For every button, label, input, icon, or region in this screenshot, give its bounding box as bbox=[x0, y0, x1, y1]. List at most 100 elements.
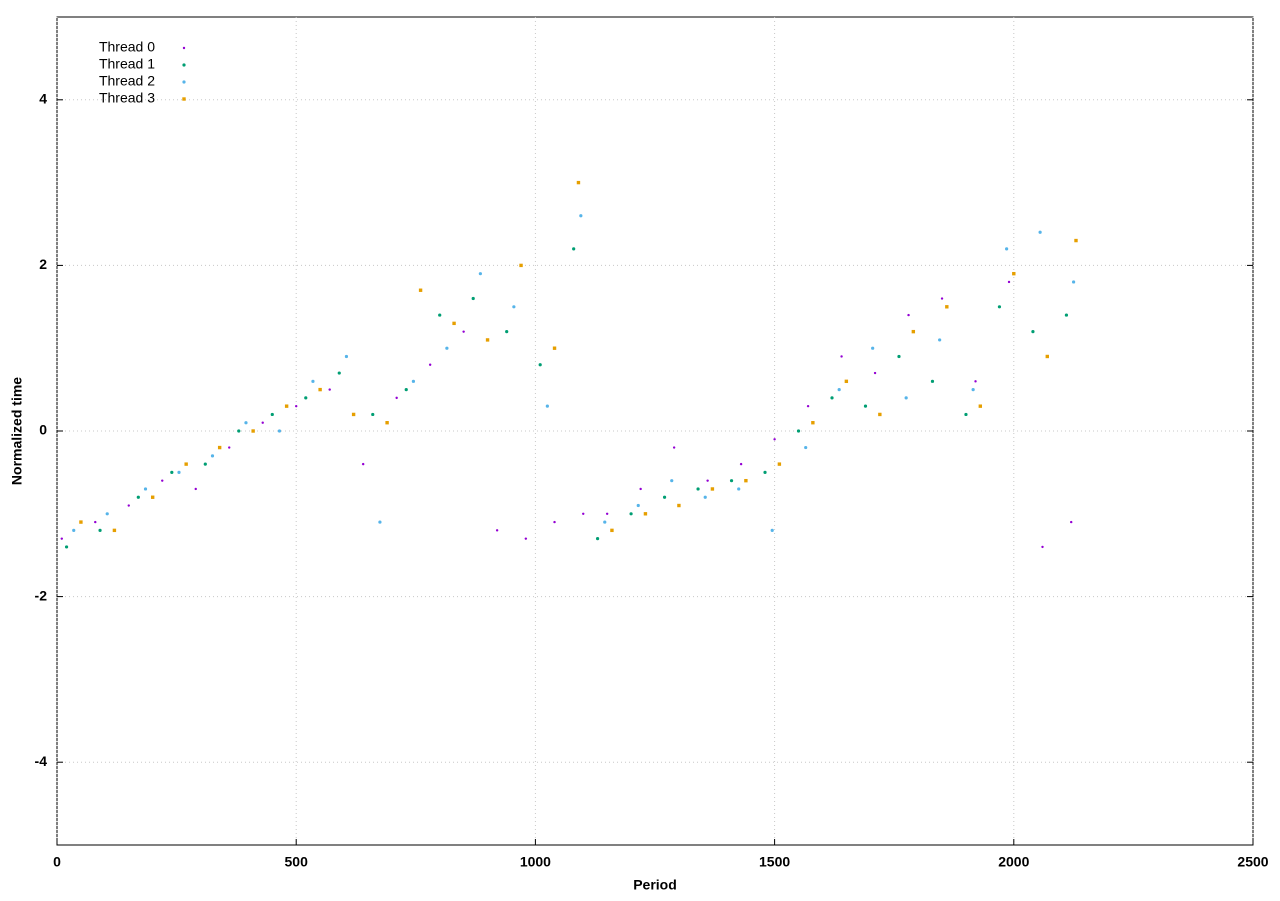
point bbox=[244, 421, 248, 425]
legend-label: Thread 3 bbox=[99, 90, 155, 106]
point bbox=[177, 470, 181, 474]
point bbox=[830, 396, 834, 400]
point bbox=[710, 487, 715, 491]
x-tick-label: 1500 bbox=[759, 854, 790, 870]
point bbox=[371, 412, 375, 417]
legend-marker bbox=[182, 46, 186, 50]
point bbox=[524, 537, 528, 540]
point bbox=[744, 478, 748, 483]
point bbox=[378, 520, 382, 524]
y-tick-label: 0 bbox=[39, 422, 47, 438]
y-tick-label: -4 bbox=[35, 753, 48, 769]
point bbox=[538, 363, 542, 367]
point bbox=[930, 379, 935, 383]
point bbox=[304, 396, 308, 400]
point bbox=[361, 462, 365, 466]
point bbox=[161, 479, 164, 482]
point bbox=[545, 404, 549, 408]
point bbox=[636, 503, 640, 508]
point bbox=[1072, 280, 1076, 284]
point bbox=[351, 412, 356, 417]
x-tick-label: 500 bbox=[285, 854, 309, 870]
point bbox=[552, 346, 557, 350]
point bbox=[1012, 271, 1016, 276]
y-tick-label: 2 bbox=[39, 256, 47, 272]
legend-label: Thread 0 bbox=[99, 39, 155, 55]
point bbox=[519, 263, 523, 268]
point bbox=[997, 305, 1002, 309]
point bbox=[871, 346, 875, 350]
point bbox=[1038, 230, 1042, 234]
point bbox=[974, 380, 977, 383]
point bbox=[344, 354, 349, 359]
point bbox=[311, 379, 315, 383]
point bbox=[911, 329, 916, 334]
point bbox=[210, 454, 215, 458]
point bbox=[251, 429, 255, 433]
legend-marker bbox=[182, 97, 186, 101]
point bbox=[237, 429, 241, 433]
point bbox=[940, 297, 944, 300]
point bbox=[1005, 247, 1009, 251]
point bbox=[428, 363, 432, 366]
point bbox=[217, 445, 222, 450]
point bbox=[1031, 330, 1035, 334]
point bbox=[438, 313, 442, 317]
point bbox=[938, 338, 942, 342]
point bbox=[495, 529, 499, 532]
point bbox=[203, 462, 207, 466]
legend-label: Thread 2 bbox=[99, 73, 155, 89]
point bbox=[576, 180, 581, 185]
point bbox=[639, 487, 642, 491]
point bbox=[452, 321, 456, 326]
x-tick-label: 1000 bbox=[520, 854, 551, 870]
point bbox=[662, 495, 667, 499]
x-axis-label: Period bbox=[633, 877, 677, 893]
point bbox=[277, 429, 282, 433]
point bbox=[318, 387, 322, 392]
point bbox=[677, 503, 681, 508]
point bbox=[672, 446, 676, 449]
point bbox=[840, 355, 843, 358]
legend-marker bbox=[182, 63, 186, 67]
point bbox=[629, 512, 633, 516]
point bbox=[445, 346, 449, 350]
point bbox=[595, 537, 600, 541]
legend-label: Thread 1 bbox=[99, 56, 155, 72]
point bbox=[904, 396, 908, 400]
point bbox=[777, 462, 782, 466]
point bbox=[485, 338, 490, 342]
legend-marker bbox=[182, 80, 186, 84]
point bbox=[739, 462, 743, 466]
y-axis-label: Normalized time bbox=[9, 377, 25, 485]
point bbox=[228, 446, 231, 449]
point bbox=[418, 288, 423, 292]
point bbox=[770, 528, 774, 532]
point bbox=[610, 528, 614, 533]
point bbox=[385, 421, 389, 425]
point bbox=[873, 371, 877, 375]
point bbox=[395, 396, 398, 400]
point bbox=[706, 479, 709, 482]
point bbox=[897, 354, 901, 359]
point bbox=[603, 520, 607, 524]
point bbox=[737, 487, 741, 491]
point bbox=[98, 528, 102, 532]
point bbox=[971, 388, 975, 392]
point bbox=[143, 487, 148, 491]
point bbox=[907, 313, 910, 317]
point bbox=[328, 388, 331, 391]
point bbox=[295, 404, 298, 408]
point bbox=[1070, 520, 1073, 524]
x-tick-label: 2500 bbox=[1237, 854, 1268, 870]
x-tick-label: 0 bbox=[53, 854, 61, 870]
point bbox=[112, 528, 117, 533]
point bbox=[763, 470, 767, 474]
point bbox=[411, 379, 416, 383]
point bbox=[404, 388, 408, 392]
point bbox=[978, 404, 983, 408]
point bbox=[605, 512, 609, 515]
point bbox=[150, 495, 155, 499]
point bbox=[194, 487, 197, 491]
